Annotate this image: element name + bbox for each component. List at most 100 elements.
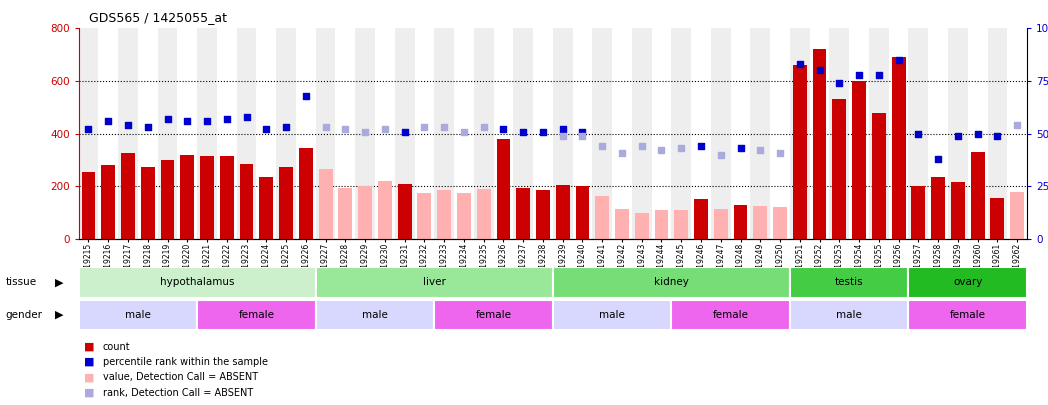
Bar (395, 28, 415, 239)
Point (574, 132, 591, 139)
Point (1009, 122, 1026, 128)
Bar (315, 28, 335, 239)
Bar (793, 65, 807, 239)
Bar (102, 165, 115, 239)
Bar (734, 205, 747, 239)
Bar (79, 267, 315, 298)
Bar (315, 267, 553, 298)
Bar (852, 81, 866, 239)
Bar (197, 300, 315, 330)
Bar (869, 28, 889, 239)
Bar (932, 177, 945, 239)
Point (751, 147, 768, 154)
Point (119, 122, 136, 128)
Bar (790, 28, 810, 239)
Bar (711, 28, 730, 239)
Bar (474, 28, 494, 239)
Bar (437, 190, 451, 239)
Point (495, 126, 511, 133)
Bar (948, 28, 967, 239)
Bar (1010, 201, 1024, 239)
Bar (375, 28, 395, 239)
Bar (553, 267, 790, 298)
Bar (655, 210, 669, 239)
Point (633, 143, 650, 149)
Bar (672, 28, 691, 239)
Point (910, 130, 926, 137)
Text: female: female (713, 310, 748, 320)
Bar (257, 28, 277, 239)
Bar (454, 28, 474, 239)
Bar (296, 28, 315, 239)
Text: female: female (949, 310, 986, 320)
Bar (635, 213, 649, 239)
Point (733, 145, 749, 151)
Bar (770, 28, 790, 239)
Bar (592, 28, 612, 239)
Bar (415, 28, 434, 239)
Point (238, 113, 255, 120)
Text: ▶: ▶ (54, 310, 63, 320)
Bar (335, 28, 355, 239)
Text: ■: ■ (84, 388, 94, 398)
Point (890, 57, 907, 63)
Text: male: male (836, 310, 863, 320)
Bar (553, 28, 572, 239)
Bar (277, 28, 296, 239)
Point (139, 124, 156, 130)
Bar (358, 186, 372, 239)
Bar (339, 188, 352, 239)
Bar (810, 28, 829, 239)
Point (673, 145, 690, 151)
Point (771, 149, 788, 156)
Point (831, 80, 848, 86)
Bar (714, 209, 727, 239)
Bar (612, 28, 632, 239)
Point (613, 149, 630, 156)
Bar (260, 177, 274, 239)
Text: liver: liver (422, 277, 445, 288)
Text: male: male (125, 310, 151, 320)
Bar (790, 267, 909, 298)
Text: kidney: kidney (654, 277, 689, 288)
Bar (754, 206, 767, 239)
Point (159, 116, 176, 122)
Bar (536, 190, 550, 239)
Point (199, 118, 216, 124)
Text: hypothalamus: hypothalamus (160, 277, 235, 288)
Point (811, 67, 828, 74)
Bar (517, 188, 530, 239)
Point (871, 71, 888, 78)
Bar (849, 28, 869, 239)
Bar (572, 28, 592, 239)
Point (278, 124, 294, 130)
Bar (180, 155, 194, 239)
Bar (140, 166, 155, 239)
Text: ovary: ovary (953, 277, 982, 288)
Bar (138, 28, 157, 239)
Point (989, 132, 1006, 139)
Bar (970, 152, 984, 239)
Text: testis: testis (835, 277, 864, 288)
Bar (533, 28, 553, 239)
Bar (494, 28, 514, 239)
Bar (951, 182, 965, 239)
Point (574, 128, 591, 135)
Bar (457, 193, 471, 239)
Bar (220, 156, 234, 239)
Point (456, 128, 473, 135)
Bar (237, 28, 257, 239)
Bar (812, 49, 827, 239)
Bar (652, 28, 672, 239)
Bar (434, 300, 553, 330)
Bar (892, 58, 905, 239)
Point (653, 147, 670, 154)
Bar (674, 210, 689, 239)
Bar (197, 28, 217, 239)
Point (969, 130, 986, 137)
Text: value, Detection Call = ABSENT: value, Detection Call = ABSENT (103, 373, 258, 382)
Bar (378, 181, 392, 239)
Bar (615, 209, 629, 239)
Bar (730, 28, 750, 239)
Bar (909, 300, 1027, 330)
